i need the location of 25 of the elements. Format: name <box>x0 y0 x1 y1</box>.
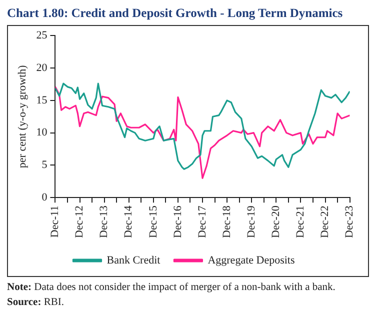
y-tick-label: 25 <box>36 29 48 42</box>
x-tick-label: Dec-11 <box>49 206 62 238</box>
x-tick-label: Dec-23 <box>344 205 356 238</box>
x-tick-label: Dec-18 <box>220 205 233 238</box>
x-tick-label: Dec-20 <box>270 205 282 238</box>
y-tick-label: 0 <box>42 192 48 204</box>
y-tick-label: 20 <box>36 62 48 74</box>
y-tick-label: 10 <box>36 126 48 139</box>
x-tick-label: Dec-12 <box>74 206 86 238</box>
text: Note: Data does not consider the impact of merger of a non-bank with a bank. <box>7 281 336 295</box>
chart-title: Chart 1.80: Credit and Deposit Growth - Long Term Dynamics <box>6 5 344 22</box>
x-tick-label: Dec-16 <box>172 205 184 238</box>
legend-label: Bank Credit <box>106 254 160 266</box>
source-note: Source: RBI. <box>7 296 65 310</box>
y-tick-label: 5 <box>42 159 48 172</box>
x-tick-label: Dec-22 <box>319 206 332 238</box>
x-tick-label: Dec-17 <box>196 205 208 238</box>
x-tick-label: Dec-13 <box>98 205 110 238</box>
y-tick-label: 15 <box>36 94 48 106</box>
y-axis-title: per cent (y-o-y growth) <box>16 64 28 168</box>
legend-label: Aggregate Deposits <box>208 254 295 266</box>
x-tick-label: Dec-19 <box>245 205 258 238</box>
x-tick-label: Dec-14 <box>122 205 135 238</box>
x-tick-label: Dec-21 <box>294 206 307 238</box>
x-tick-label: Dec-15 <box>147 205 160 238</box>
